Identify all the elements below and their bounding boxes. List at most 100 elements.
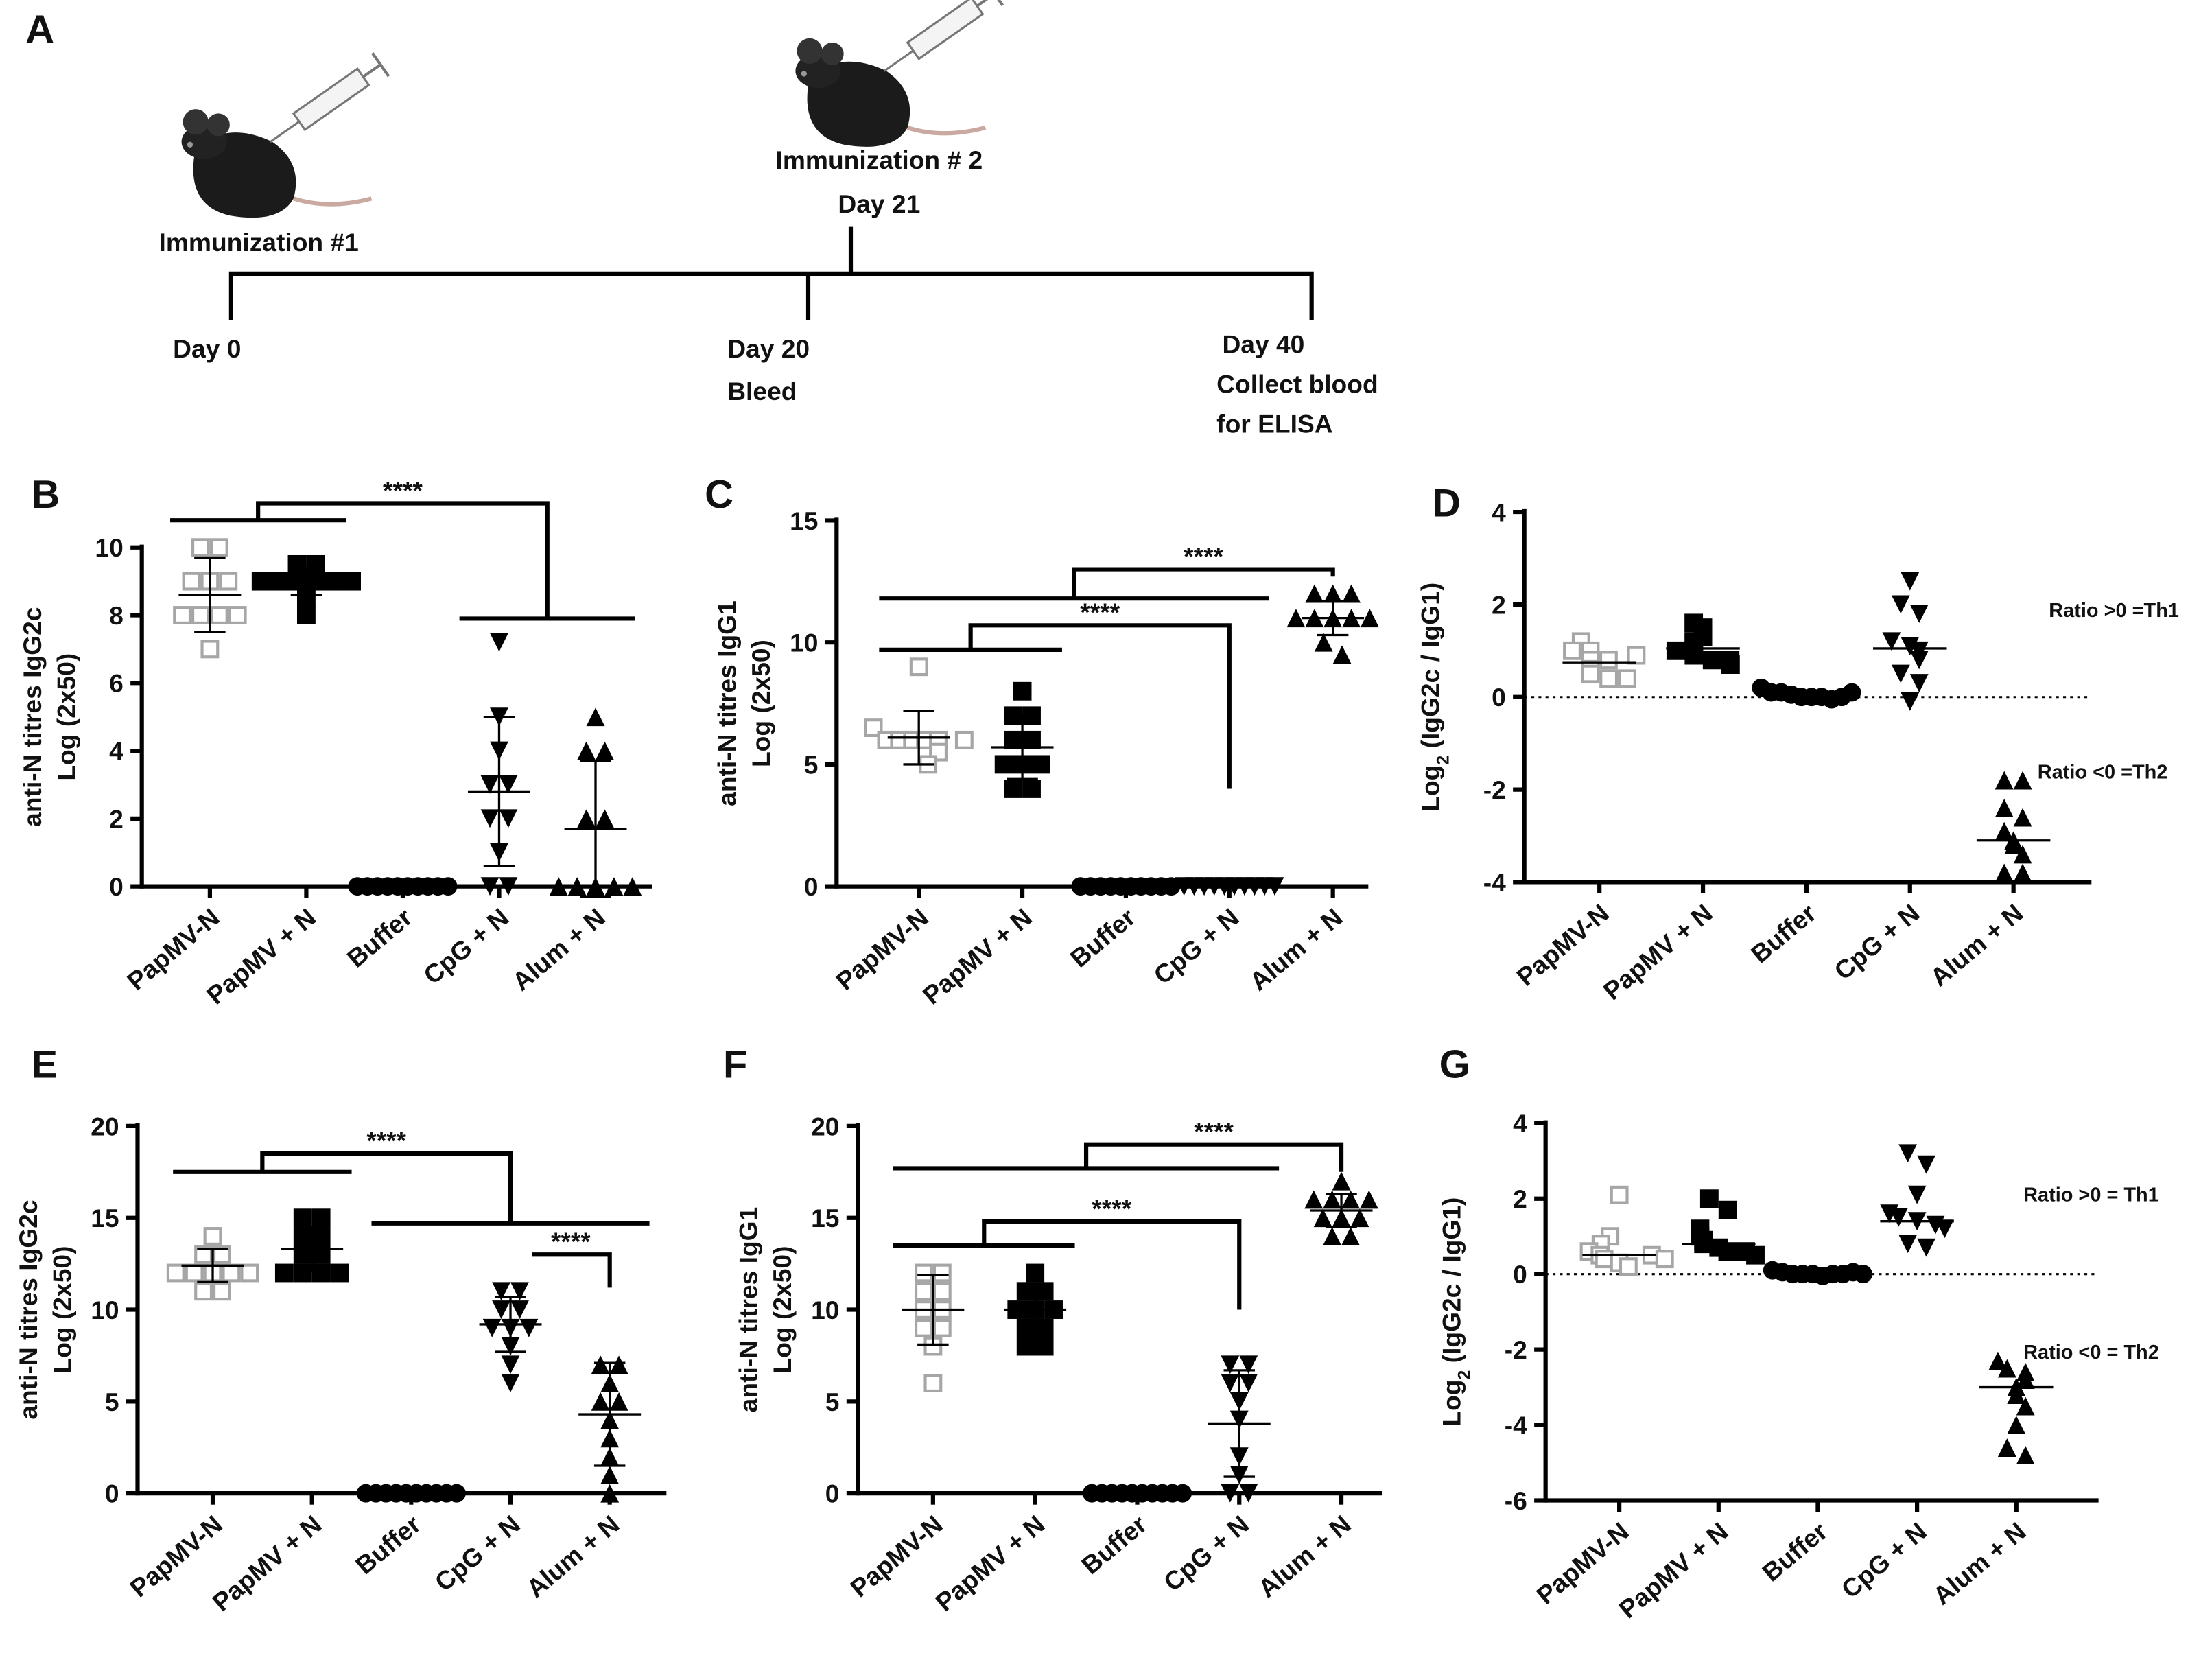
point: [609, 1392, 628, 1411]
y-tick-label: 4: [1492, 498, 1506, 526]
significance-label: ****: [1080, 598, 1120, 627]
point: [1917, 1155, 1936, 1174]
y-tick-label: 4: [109, 737, 123, 766]
point: [447, 1484, 466, 1503]
y-axis-title: Log2 (IgG2c / IgG1): [1416, 583, 1453, 812]
x-tick-label: Buffer: [1065, 902, 1141, 973]
point: [1221, 1374, 1240, 1393]
point: [1882, 632, 1901, 651]
point: [1173, 1484, 1192, 1503]
significance-bracket: [879, 567, 1335, 601]
point: [1581, 664, 1600, 683]
point: [209, 538, 228, 557]
point: [287, 554, 307, 574]
point: [1265, 877, 1284, 896]
significance-label: ****: [551, 1227, 591, 1256]
significance-bracket: [893, 1142, 1344, 1172]
point: [932, 1282, 952, 1301]
point: [549, 877, 568, 896]
panel-label: C: [705, 473, 733, 517]
point: [923, 1374, 943, 1393]
day-label: Day 40: [1222, 330, 1304, 359]
event-label: Immunization #1: [158, 228, 358, 257]
y-axis-title: Log (2x50): [768, 1246, 797, 1374]
point: [577, 741, 596, 760]
point: [1898, 1235, 1918, 1254]
x-tick-label: Alum + N: [1244, 902, 1348, 996]
y-axis-title: anti-N titres IgG2c: [18, 607, 47, 827]
point: [1313, 1208, 1332, 1228]
point: [240, 1263, 259, 1283]
point: [213, 1245, 231, 1264]
point: [1026, 1263, 1045, 1283]
point: [293, 1208, 312, 1228]
y-tick-label: 0: [105, 1479, 119, 1508]
x-tick-label: PapMV-N: [845, 1510, 948, 1603]
mouse-icon: [182, 53, 389, 218]
point: [623, 877, 642, 896]
point: [191, 606, 210, 624]
point: [330, 1263, 349, 1283]
point: [1332, 1171, 1351, 1191]
point: [1239, 1484, 1258, 1503]
point: [1563, 641, 1581, 660]
chart: C 0 5 10 15 anti-N titres IgG1 Log (2x50) PapMV…: [705, 473, 1379, 1010]
point: [311, 1263, 331, 1283]
y-tick-label: 15: [91, 1204, 119, 1232]
point: [480, 809, 499, 828]
point: [1909, 651, 1929, 670]
chart: E 0 5 10 15 20 anti-N titres IgG2c Log (2x50) Pa…: [14, 1043, 667, 1617]
point: [1909, 641, 1929, 660]
point: [915, 1318, 933, 1337]
day-label: Day 20: [727, 334, 810, 363]
panel-label: A: [25, 8, 54, 51]
y-axis-title-part: 2: [1434, 756, 1452, 765]
y-tick-label: 0: [804, 872, 819, 901]
y-tick-label: 6: [109, 669, 123, 698]
annotation: Ratio >0 = Th1: [2023, 1184, 2159, 1206]
x-tick-label: PapMV + N: [207, 1510, 327, 1617]
point: [577, 809, 596, 828]
point: [191, 538, 210, 557]
point: [1889, 1208, 1908, 1227]
significance-label: ****: [1194, 1116, 1234, 1145]
x-tick-label: Buffer: [1756, 1517, 1833, 1587]
point: [1997, 1438, 2016, 1457]
x-tick-label: CpG + N: [1836, 1517, 1932, 1604]
point: [342, 572, 361, 591]
y-axis-title-part: 2: [1455, 1370, 1474, 1380]
point: [1854, 1265, 1873, 1284]
y-tick-label: 20: [91, 1112, 119, 1140]
point: [1016, 1318, 1035, 1337]
point: [274, 1263, 294, 1283]
significance-label: ****: [1184, 541, 1223, 570]
point: [501, 1374, 520, 1393]
point: [1909, 674, 1929, 692]
point: [1305, 584, 1324, 603]
point: [1907, 1185, 1927, 1204]
panel-label: E: [31, 1043, 58, 1087]
y-tick-label: 0: [1492, 683, 1506, 712]
point: [2004, 836, 2023, 854]
point: [596, 809, 614, 828]
y-tick-label: -4: [1483, 868, 1506, 897]
point: [586, 707, 605, 727]
point: [1304, 1190, 1323, 1209]
point: [2016, 1396, 2035, 1416]
x-tick-label: PapMV-N: [124, 1510, 227, 1603]
point: [1666, 641, 1685, 660]
y-axis-title: Log2 (IgG2c / IgG1): [1437, 1197, 1474, 1427]
y-tick-label: 20: [811, 1112, 839, 1140]
y-tick-label: 10: [811, 1296, 839, 1324]
point: [492, 1282, 511, 1301]
point: [213, 1282, 231, 1301]
day-label: Day 0: [173, 334, 241, 363]
point: [1221, 1355, 1240, 1374]
point: [1721, 655, 1740, 674]
point: [1995, 863, 2014, 882]
point: [609, 1355, 628, 1374]
y-axis-title: Log (2x50): [746, 640, 775, 767]
point: [2016, 1370, 2035, 1390]
point: [1842, 683, 1861, 702]
